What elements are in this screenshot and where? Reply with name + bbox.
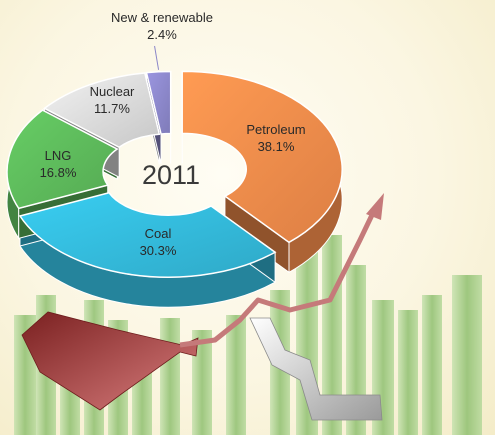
slice-value-coal: 30.3% xyxy=(140,243,177,258)
slice-label-nuclear: Nuclear xyxy=(90,84,135,99)
slice-value-nuclear: 11.7% xyxy=(94,101,130,116)
slice-label-petroleum: Petroleum xyxy=(246,122,305,137)
red-trend-line xyxy=(179,213,375,348)
background-bar xyxy=(160,318,180,435)
background-bar xyxy=(226,315,246,435)
slice-label-new-renewable: New & renewable xyxy=(111,10,213,25)
slice-label-lng: LNG xyxy=(45,148,72,163)
slice-lng xyxy=(6,109,119,210)
donut-slices xyxy=(6,70,343,278)
red-trend-arrowhead xyxy=(366,193,384,220)
trend-arrows xyxy=(21,193,384,421)
donut-labels: Petroleum 38.1% Coal 30.3% LNG 16.8% Nuclear 11… xyxy=(40,10,306,258)
background-bar xyxy=(346,265,366,435)
slice-coal xyxy=(18,191,277,278)
background-bar xyxy=(398,310,418,435)
background-bar xyxy=(422,295,442,435)
slice-nuclear xyxy=(43,72,161,149)
leader-line-new-renewable xyxy=(154,45,160,70)
grey-trend-arrow xyxy=(249,317,383,421)
slice-value-lng: 16.8% xyxy=(40,165,77,180)
background-bar xyxy=(452,275,482,435)
slice-petroleum xyxy=(181,70,343,244)
center-year-label: 2011 xyxy=(142,160,200,190)
slice-value-new-renewable: 2.4% xyxy=(147,27,177,42)
background-bar xyxy=(192,330,212,435)
slice-value-petroleum: 38.1% xyxy=(258,139,295,154)
slice-label-coal: Coal xyxy=(145,226,172,241)
slice-new-renewable xyxy=(145,70,172,135)
red-trend-arrow xyxy=(21,311,199,411)
